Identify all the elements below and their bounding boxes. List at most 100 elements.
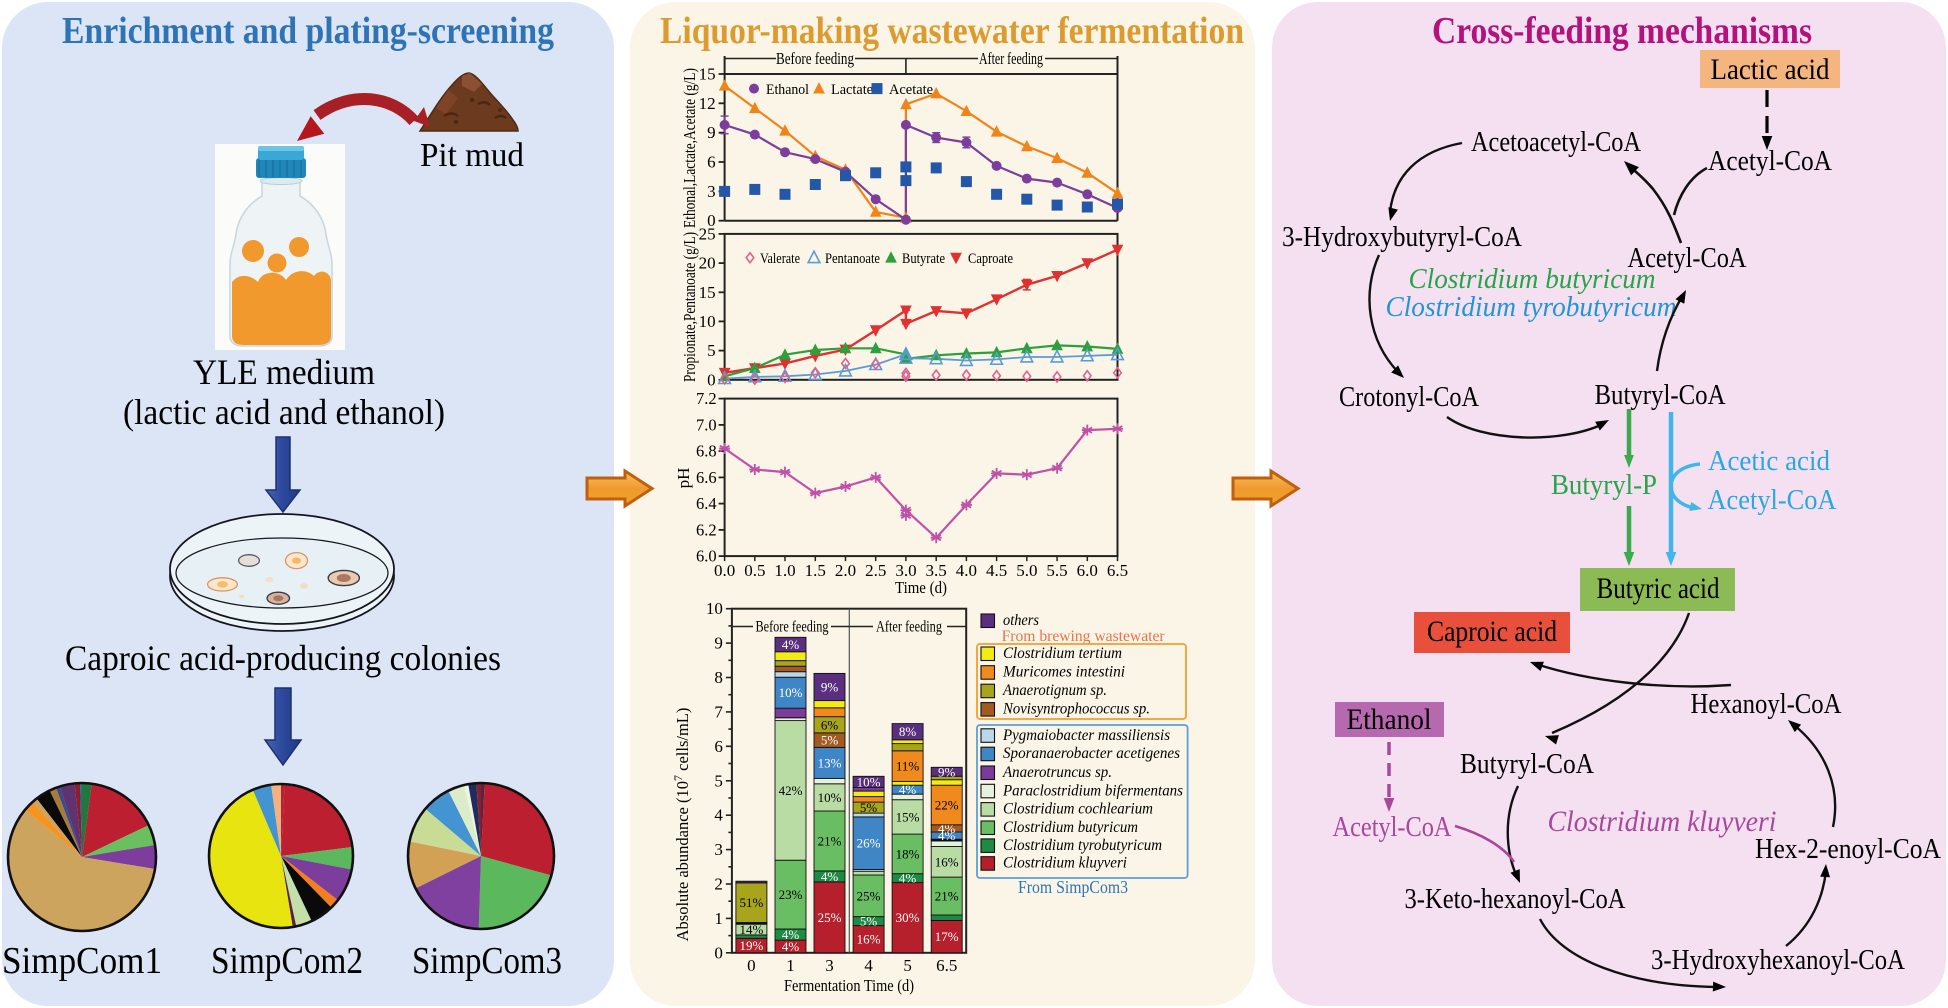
- svg-text:5: 5: [714, 771, 723, 790]
- svg-text:Before feeding: Before feeding: [776, 49, 854, 68]
- svg-text:Anaerotignum sp.: Anaerotignum sp.: [1002, 682, 1107, 699]
- svg-text:Clostridium tertium: Clostridium tertium: [1003, 645, 1122, 662]
- svg-text:3: 3: [714, 840, 723, 859]
- svg-text:19%: 19%: [739, 938, 763, 953]
- svg-text:10%: 10%: [779, 685, 803, 700]
- svg-text:Pit mud: Pit mud: [420, 137, 524, 174]
- svg-text:15%: 15%: [896, 809, 920, 824]
- svg-text:7.2: 7.2: [696, 389, 717, 408]
- svg-text:9%: 9%: [938, 764, 956, 779]
- svg-text:10: 10: [706, 599, 723, 618]
- svg-text:Sporanaerobacter acetigenes: Sporanaerobacter acetigenes: [1003, 745, 1180, 762]
- svg-text:6: 6: [707, 153, 716, 172]
- svg-text:From brewing wastewater: From brewing wastewater: [1002, 628, 1166, 645]
- svg-text:Acetyl-CoA: Acetyl-CoA: [1708, 146, 1833, 177]
- svg-text:Acetyl-CoA: Acetyl-CoA: [1333, 812, 1453, 843]
- svg-text:Time (d): Time (d): [895, 578, 947, 597]
- svg-text:6.0: 6.0: [1077, 561, 1098, 580]
- svg-text:Propionate,Pentanoate (g/L): Propionate,Pentanoate (g/L): [680, 232, 699, 382]
- svg-text:6.4: 6.4: [696, 494, 717, 513]
- svg-text:Ethanol: Ethanol: [1347, 703, 1432, 736]
- svg-text:1: 1: [786, 956, 795, 975]
- svg-text:0: 0: [747, 956, 756, 975]
- svg-text:4: 4: [714, 806, 723, 825]
- svg-text:Valerate: Valerate: [760, 251, 800, 267]
- svg-text:2: 2: [714, 874, 723, 893]
- svg-text:1: 1: [714, 909, 723, 928]
- svg-text:3.0: 3.0: [895, 561, 916, 580]
- svg-text:Butyric acid: Butyric acid: [1597, 572, 1720, 605]
- svg-text:11%: 11%: [896, 759, 920, 774]
- svg-text:6.5: 6.5: [936, 956, 957, 975]
- svg-text:Caproic acid-producing colonie: Caproic acid-producing colonies: [65, 638, 501, 678]
- svg-text:Clostridium tyrobutyricum: Clostridium tyrobutyricum: [1003, 837, 1162, 854]
- svg-text:5%: 5%: [860, 800, 878, 815]
- svg-text:SimpCom2: SimpCom2: [211, 940, 363, 982]
- svg-text:16%: 16%: [935, 854, 959, 869]
- svg-text:4%: 4%: [899, 871, 917, 886]
- svg-text:14%: 14%: [739, 922, 763, 937]
- svg-text:25%: 25%: [818, 910, 842, 925]
- svg-text:3-Keto-hexanoyl-CoA: 3-Keto-hexanoyl-CoA: [1405, 884, 1627, 915]
- svg-text:Clostridium butyricum: Clostridium butyricum: [1003, 819, 1138, 836]
- svg-text:0: 0: [707, 211, 716, 230]
- svg-text:15: 15: [699, 65, 716, 84]
- svg-text:Clostridium tyrobutyricum: Clostridium tyrobutyricum: [1386, 292, 1677, 323]
- svg-text:21%: 21%: [935, 889, 959, 904]
- svg-text:6: 6: [714, 737, 723, 756]
- svg-text:25%: 25%: [857, 888, 881, 903]
- svg-text:Acetyl-CoA: Acetyl-CoA: [1708, 485, 1838, 516]
- svg-text:13%: 13%: [818, 755, 842, 770]
- svg-text:9: 9: [714, 634, 723, 653]
- svg-text:9%: 9%: [821, 679, 839, 694]
- svg-text:10%: 10%: [818, 790, 842, 805]
- svg-text:0.5: 0.5: [744, 561, 765, 580]
- svg-text:3-Hydroxyhexanoyl-CoA: 3-Hydroxyhexanoyl-CoA: [1651, 945, 1906, 976]
- svg-text:6.8: 6.8: [696, 442, 717, 461]
- svg-text:18%: 18%: [896, 846, 920, 861]
- svg-text:3.5: 3.5: [926, 561, 947, 580]
- svg-text:others: others: [1003, 612, 1039, 629]
- svg-text:From SimpCom3: From SimpCom3: [1018, 877, 1128, 897]
- svg-text:16%: 16%: [857, 932, 881, 947]
- svg-text:4%: 4%: [821, 869, 839, 884]
- svg-text:SimpCom1: SimpCom1: [2, 940, 162, 982]
- svg-text:20: 20: [699, 254, 716, 273]
- svg-text:17%: 17%: [935, 929, 959, 944]
- svg-text:Lactic acid: Lactic acid: [1711, 53, 1830, 86]
- svg-text:Butyryl-P: Butyryl-P: [1551, 470, 1657, 501]
- svg-text:Clostridium butyricum: Clostridium butyricum: [1409, 264, 1656, 295]
- svg-text:5%: 5%: [860, 914, 878, 929]
- svg-text:5.5: 5.5: [1046, 561, 1067, 580]
- svg-text:After feeding: After feeding: [876, 619, 942, 636]
- svg-text:8: 8: [714, 668, 723, 687]
- svg-text:1.0: 1.0: [774, 561, 795, 580]
- svg-text:4.5: 4.5: [986, 561, 1007, 580]
- svg-text:0: 0: [707, 370, 716, 389]
- svg-text:Before feeding: Before feeding: [756, 619, 829, 636]
- svg-text:3-Hydroxybutyryl-CoA: 3-Hydroxybutyryl-CoA: [1282, 222, 1523, 253]
- svg-text:Lactate: Lactate: [831, 82, 873, 98]
- svg-text:5: 5: [707, 341, 716, 360]
- svg-text:Ethanol: Ethanol: [766, 82, 809, 98]
- svg-text:7: 7: [714, 702, 723, 721]
- svg-text:5%: 5%: [821, 733, 839, 748]
- svg-text:30%: 30%: [896, 910, 920, 925]
- svg-text:7.0: 7.0: [696, 415, 717, 434]
- svg-text:YLE medium: YLE medium: [193, 352, 375, 392]
- svg-text:4%: 4%: [899, 782, 917, 797]
- svg-text:Hex-2-enoyl-CoA: Hex-2-enoyl-CoA: [1755, 834, 1942, 865]
- svg-text:5.0: 5.0: [1016, 561, 1037, 580]
- svg-text:7 cells/mL): 7 cells/mL): [671, 708, 692, 781]
- svg-text:Paraclostridium bifermentans: Paraclostridium bifermentans: [1002, 782, 1183, 799]
- svg-text:2.0: 2.0: [835, 561, 856, 580]
- svg-text:4%: 4%: [782, 939, 800, 954]
- svg-text:8%: 8%: [899, 724, 917, 739]
- svg-text:Acetate: Acetate: [889, 82, 933, 98]
- svg-text:0: 0: [714, 943, 723, 962]
- svg-text:1.5: 1.5: [805, 561, 826, 580]
- svg-text:4.0: 4.0: [956, 561, 977, 580]
- svg-text:4: 4: [864, 956, 873, 975]
- svg-text:12: 12: [699, 94, 716, 113]
- svg-text:Butyrate: Butyrate: [902, 251, 945, 267]
